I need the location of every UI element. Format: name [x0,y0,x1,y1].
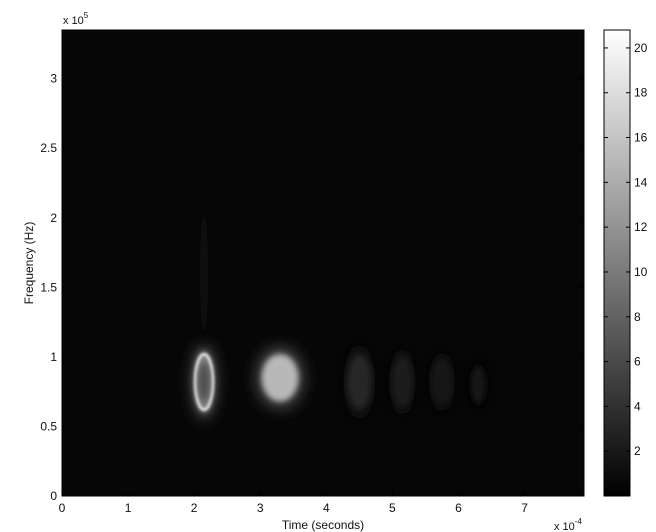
x-axis-multiplier: x 10-4 [554,517,582,532]
colorbar [603,29,631,497]
colorbar-tick-label: 12 [634,220,648,234]
x-axis-label: Time (seconds) [282,518,364,532]
colorbar-tick-label: 18 [634,86,648,100]
plot-frame [61,29,585,497]
heatmap-feature-blob [388,348,416,416]
x-tick-label: 0 [59,501,66,515]
plot-area [62,30,584,496]
x-tick-label: 7 [521,501,528,515]
colorbar-tick-label: 4 [634,399,641,413]
colorbar-tick-label: 10 [634,265,648,279]
colorbar-tick-label: 20 [634,41,648,55]
colorbar-tick-label: 2 [634,444,641,458]
y-tick-label: 0 [50,489,57,503]
x-tick-label: 2 [191,501,198,515]
x-tick-label: 3 [257,501,264,515]
heatmap-feature-blob [255,345,306,410]
y-tick-label: 0.5 [40,419,57,433]
heatmap-feature-ring [191,345,217,419]
colorbar-ticks: 2 4 6 8 10 12 14 16 18 20 [604,41,648,458]
colorbar-tick-label: 16 [634,131,648,145]
y-axis-label: Frequency (Hz) [22,222,36,305]
colorbar-tick-label: 8 [634,310,641,324]
heatmap-feature-blob [343,344,376,420]
x-tick-label: 6 [455,501,462,515]
heatmap-layer [191,210,489,420]
heatmap-feature-blob [428,351,456,412]
y-tick-label: 2 [50,211,57,225]
x-tick-label: 1 [125,501,132,515]
x-tick-label: 4 [323,501,330,515]
y-axis-ticks: 0 0.5 1 1.5 2 2.5 3 [40,72,584,503]
x-tick-label: 5 [389,501,396,515]
y-tick-label: 1 [50,350,57,364]
y-axis-multiplier: x 105 [63,11,89,27]
colorbar-tick-label: 14 [634,175,648,189]
colorbar-tick-label: 6 [634,355,641,369]
y-tick-label: 2.5 [40,141,57,155]
y-tick-label: 1.5 [40,280,57,294]
heatmap-feature-blob [467,358,489,412]
heatmap-feature-streak [202,210,207,337]
y-tick-label: 3 [50,72,57,86]
x-axis-ticks: 0 1 2 3 4 5 6 7 [59,30,528,515]
